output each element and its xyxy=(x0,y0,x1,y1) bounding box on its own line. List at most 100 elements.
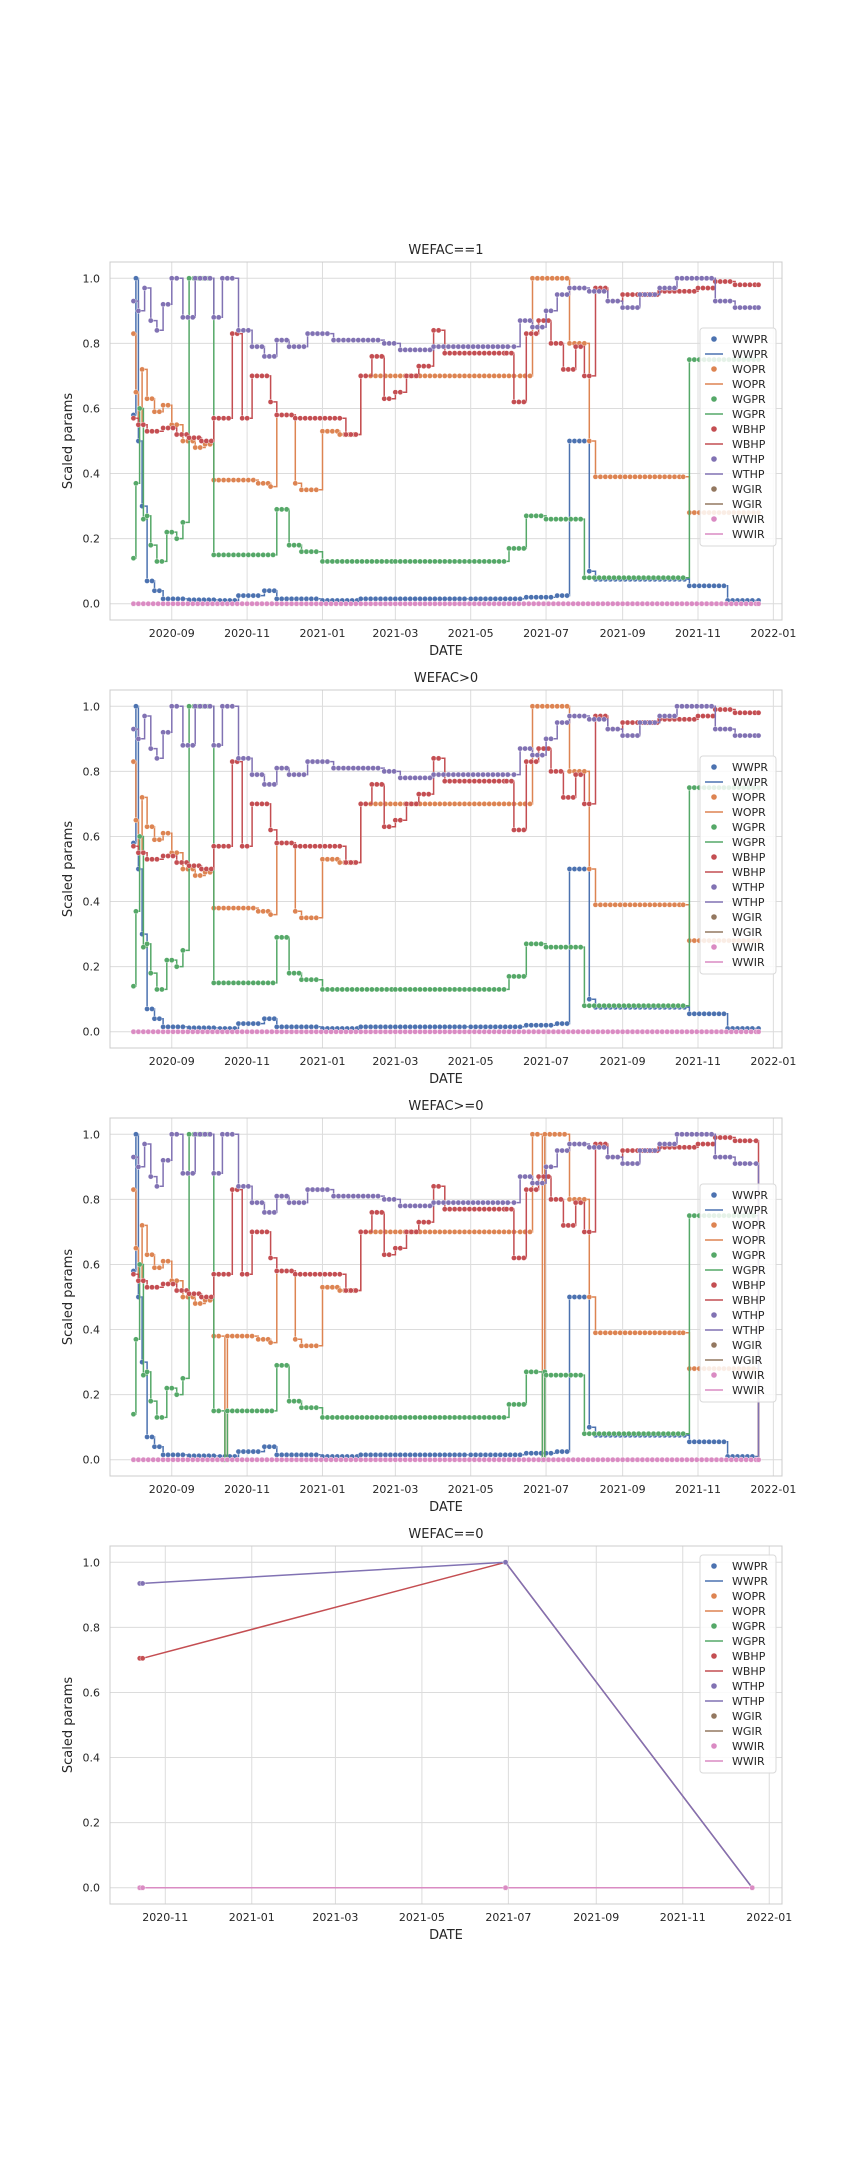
series-point-wwpr xyxy=(170,596,176,602)
series-point-wwir xyxy=(189,1456,196,1463)
series-wbhp xyxy=(130,278,762,444)
series-point-wwir xyxy=(491,1028,497,1035)
series-point-wthp xyxy=(440,1199,447,1206)
series-point-wwpr xyxy=(711,1439,717,1445)
series-point-wgpr xyxy=(378,1414,385,1421)
series-point-wthp xyxy=(430,343,437,350)
series-point-wwir xyxy=(669,600,675,607)
series-point-wbhp xyxy=(244,843,250,850)
series-point-wthp xyxy=(141,713,148,719)
series-point-wwpr xyxy=(288,1024,295,1030)
series-point-wbhp xyxy=(215,843,222,850)
legend-marker xyxy=(711,1342,717,1348)
series-point-wwir xyxy=(481,1456,488,1463)
y-tick-label: 0.0 xyxy=(83,1026,101,1039)
series-point-wthp xyxy=(656,285,663,291)
series-point-wwir xyxy=(649,1028,656,1035)
series-point-wgpr xyxy=(136,1261,143,1268)
series-point-wbhp xyxy=(742,709,748,716)
series-point-wgpr xyxy=(397,558,404,565)
series-point-wwir xyxy=(451,1456,458,1463)
series-point-wgpr xyxy=(303,1404,310,1411)
legend-box xyxy=(699,755,777,975)
series-point-wbhp xyxy=(357,801,364,807)
series-point-wwpr xyxy=(250,1020,257,1027)
series-point-wwir xyxy=(496,1456,502,1463)
x-tick-label: 2021-03 xyxy=(372,627,418,640)
series-point-wbhp xyxy=(548,340,554,347)
series-point-wwpr xyxy=(691,1011,698,1017)
series-point-wwir xyxy=(402,1456,409,1463)
series-point-wwpr xyxy=(175,596,181,602)
series-point-wwpr xyxy=(528,1450,535,1457)
series-point-wthp xyxy=(727,298,733,304)
series-point-wthp xyxy=(717,726,724,732)
series-point-wbhp xyxy=(210,415,217,422)
series-point-wopr xyxy=(617,1330,623,1336)
series-point-wthp xyxy=(324,330,331,337)
series-point-wopr xyxy=(230,477,237,483)
series-point-wgpr xyxy=(392,558,399,565)
series-point-wthp xyxy=(271,353,278,360)
series-point-wwpr xyxy=(456,1452,463,1458)
legend-label: WTHP xyxy=(732,881,765,894)
series-point-wgpr xyxy=(296,1398,302,1404)
series-point-wwpr xyxy=(288,1452,295,1458)
series-point-wgpr xyxy=(354,986,360,993)
series-point-wopr xyxy=(602,1330,609,1336)
series-point-wgpr xyxy=(586,1002,593,1009)
series-point-wbhp xyxy=(160,425,166,431)
series-point-wbhp xyxy=(144,1284,150,1291)
series-point-wgpr xyxy=(471,558,478,565)
series-point-wopr xyxy=(527,373,533,379)
series-point-wgpr xyxy=(383,1414,390,1421)
series-point-wgpr xyxy=(230,552,237,558)
series-point-wbhp xyxy=(491,778,497,784)
series-point-wbhp xyxy=(130,1271,137,1278)
series-point-wgpr xyxy=(567,516,574,522)
series-point-wopr xyxy=(556,1131,563,1138)
series-point-wwir xyxy=(491,600,497,607)
series-point-wopr xyxy=(397,801,404,807)
x-tick-label: 2021-01 xyxy=(299,1055,345,1068)
series-point-wwpr xyxy=(554,1448,560,1455)
x-axis-label: DATE xyxy=(429,1500,463,1515)
series-point-wwir xyxy=(659,1456,665,1463)
legend-label: WWPR xyxy=(732,776,768,789)
series-point-wgpr xyxy=(577,516,584,522)
series-point-wwir xyxy=(377,600,384,607)
series-point-wthp xyxy=(314,758,321,765)
series-point-wbhp xyxy=(446,1206,453,1212)
series-point-wthp xyxy=(614,726,621,732)
series-point-wwpr xyxy=(581,438,588,444)
series-point-wbhp xyxy=(208,866,215,872)
series-point-wwir xyxy=(254,1028,260,1035)
series-point-wwpr xyxy=(528,1022,535,1029)
series-point-wgpr xyxy=(496,558,502,565)
series-point-wgpr xyxy=(596,1002,602,1009)
series-point-wwir xyxy=(278,1028,285,1035)
series-point-wopr xyxy=(225,477,232,483)
y-tick-label: 0.0 xyxy=(83,1882,101,1895)
series-point-wgpr xyxy=(133,1336,139,1343)
series-point-wgpr xyxy=(215,980,222,986)
series-point-wthp xyxy=(345,1193,352,1199)
series-point-wwir xyxy=(387,1456,394,1463)
series-point-wthp xyxy=(450,771,457,778)
legend-marker xyxy=(711,1372,717,1378)
series-point-wgpr xyxy=(210,1408,217,1414)
series-point-wbhp xyxy=(397,1245,404,1251)
series-point-wopr xyxy=(192,444,199,451)
series-point-wwir xyxy=(145,600,152,607)
series-point-wthp xyxy=(689,275,695,282)
series-point-wwir xyxy=(590,600,596,607)
series-point-wopr xyxy=(292,1336,299,1343)
series-point-wbhp xyxy=(676,1144,683,1151)
series-point-wthp xyxy=(642,291,648,298)
series-point-wgpr xyxy=(144,941,150,947)
series-point-wgpr xyxy=(596,574,602,581)
series-point-wwir xyxy=(689,1456,695,1463)
series-point-wgpr xyxy=(611,1430,617,1437)
series-point-wbhp xyxy=(691,1144,698,1151)
series-point-wgpr xyxy=(308,1404,315,1411)
